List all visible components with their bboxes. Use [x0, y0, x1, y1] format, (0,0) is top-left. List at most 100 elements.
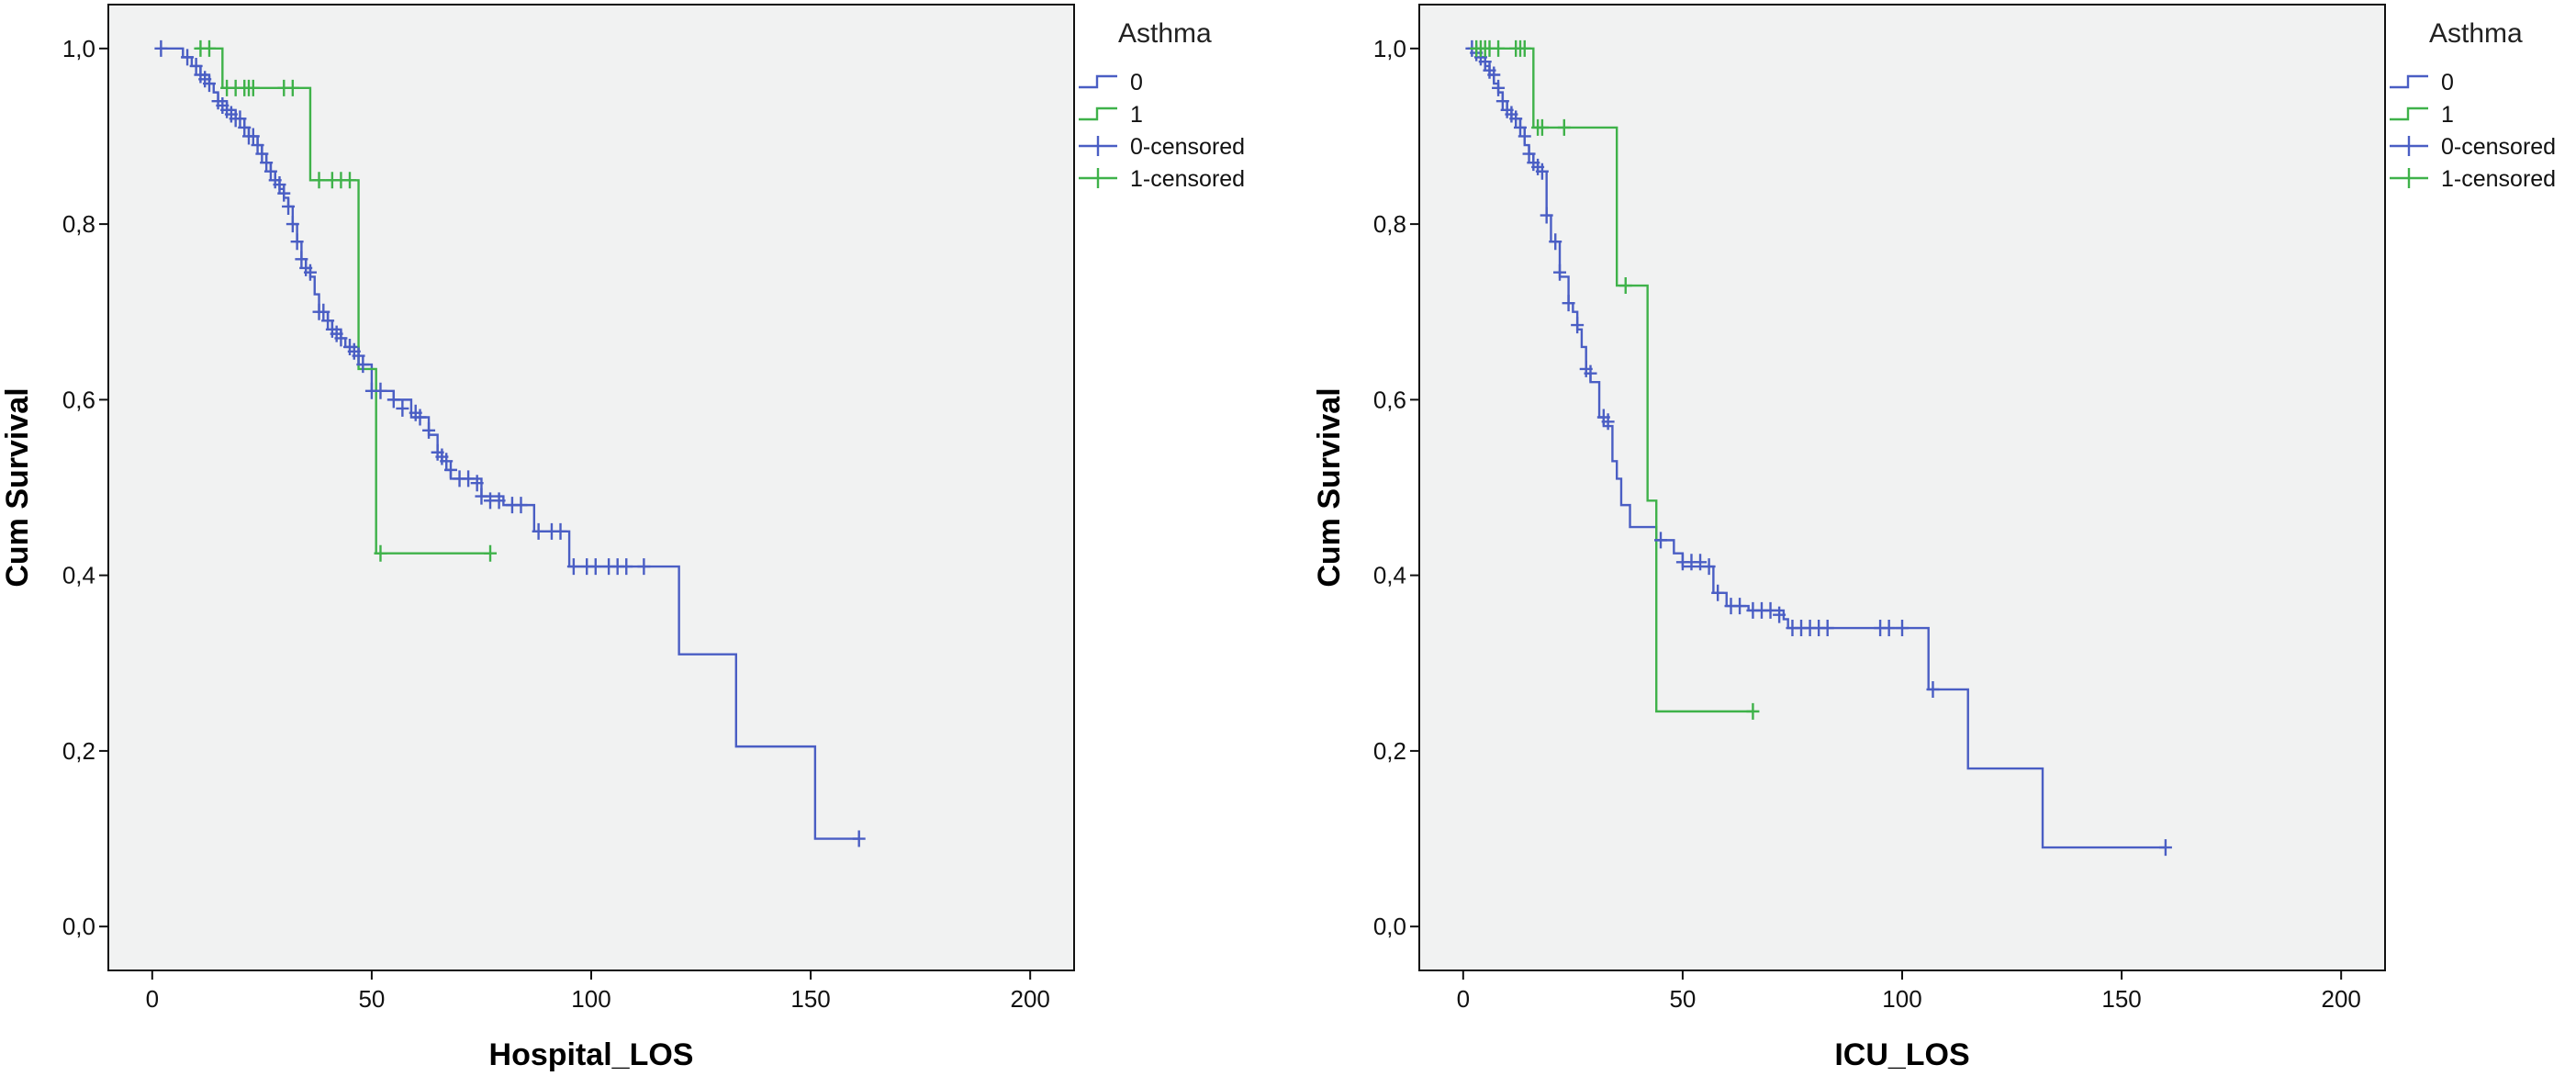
censor-mark-0 [1562, 295, 1575, 312]
censor-mark-0 [1509, 110, 1523, 128]
censor-mark-0 [251, 137, 264, 154]
x-axis-title: Hospital_LOS [489, 1037, 694, 1072]
censor-mark-1 [1535, 118, 1549, 136]
censor-mark-0 [1896, 620, 1909, 637]
censor-mark-0 [475, 488, 488, 505]
y-axis: 0,0 0,2 0,4 0,6 0,8 1,0 [62, 35, 108, 940]
legend-label: 1-censored [2441, 166, 2556, 192]
censor-mark-0 [1540, 207, 1553, 224]
censor-mark-0 [532, 522, 545, 540]
legend-censor-swatch [1079, 168, 1117, 188]
censor-mark-0 [470, 475, 484, 492]
chart-panel-hospital-los: 0,0 0,2 0,4 0,6 0,8 1,0 0 50 100 150 200 Cum Surv… [0, 4, 1245, 1072]
chart-panel-icu-los: 0,0 0,2 0,4 0,6 0,8 1,0 0 50 100 150 200 Cum Surv… [1312, 4, 2556, 1072]
censor-mark-0 [277, 185, 291, 202]
censor-mark-0 [1601, 413, 1615, 431]
censor-mark-1 [312, 172, 326, 189]
censor-mark-0 [620, 558, 633, 576]
x-tick-label: 50 [358, 985, 385, 1013]
legend: Asthma 0 1 0-censored 1-censored [2390, 18, 2556, 192]
censor-mark-0 [1926, 680, 1940, 698]
censor-mark-0 [282, 197, 296, 215]
legend-censor-swatch [1079, 136, 1117, 156]
legend-label: 1 [2441, 102, 2454, 128]
censor-mark-0 [637, 558, 651, 576]
y-tick-label: 0,6 [62, 386, 95, 413]
censor-mark-0 [356, 356, 370, 374]
x-tick-label: 100 [1882, 985, 1921, 1013]
legend-line-swatch [2390, 74, 2428, 89]
y-tick-label: 0,4 [62, 562, 95, 589]
censor-mark-0 [1733, 598, 1747, 615]
censor-mark-0 [334, 330, 348, 347]
censor-mark-0 [514, 497, 528, 514]
x-axis-title: ICU_LOS [1834, 1037, 1969, 1072]
censor-mark-0 [1711, 584, 1725, 601]
censor-mark-0 [273, 176, 286, 194]
censor-mark-0 [566, 558, 580, 576]
censor-mark-0 [303, 263, 317, 281]
censor-mark-0 [386, 391, 400, 409]
censor-mark-0 [233, 110, 247, 128]
x-tick-label: 50 [1669, 985, 1696, 1013]
legend-line-swatch [2390, 106, 2428, 121]
censor-mark-0 [352, 347, 365, 364]
censor-mark-1 [246, 79, 260, 96]
censor-mark-0 [1764, 601, 1777, 619]
legend-title: Asthma [2429, 18, 2523, 49]
legend-label: 0-censored [2441, 134, 2556, 160]
censor-mark-0 [554, 522, 567, 540]
censor-mark-1 [286, 79, 299, 96]
x-tick-label: 150 [790, 985, 830, 1013]
plot-area [107, 4, 1075, 971]
x-tick-label: 0 [1457, 985, 1470, 1013]
censor-mark-0 [189, 57, 203, 74]
censor-mark-0 [1584, 364, 1597, 382]
censor-mark-0 [321, 312, 335, 330]
censor-mark-0 [1773, 606, 1786, 623]
y-axis-title: Cum Survival [1312, 387, 1347, 587]
censor-mark-0 [154, 39, 168, 57]
censor-mark-0 [1513, 118, 1527, 136]
y-axis: 0,0 0,2 0,4 0,6 0,8 1,0 [1373, 35, 1419, 940]
censor-mark-0 [317, 303, 330, 320]
legend-censor-swatch [2390, 136, 2428, 156]
censor-mark-1 [1746, 702, 1760, 720]
censor-mark-0 [1654, 532, 1667, 549]
censor-mark-1 [374, 544, 387, 562]
y-tick-label: 0,8 [62, 210, 95, 238]
censor-mark-1 [1492, 39, 1506, 57]
y-tick-label: 0,2 [1373, 737, 1406, 765]
censor-mark-0 [588, 558, 602, 576]
censor-mark-0 [1487, 66, 1501, 84]
y-tick-label: 0,6 [1373, 386, 1406, 413]
censor-mark-0 [1495, 93, 1509, 110]
censor-mark-0 [2158, 839, 2172, 857]
y-tick-label: 0,8 [1373, 210, 1406, 238]
censor-mark-1 [484, 544, 498, 562]
censor-mark-0 [492, 492, 506, 510]
x-tick-label: 200 [2321, 985, 2360, 1013]
censor-mark-1 [202, 39, 216, 57]
censor-mark-0 [1549, 233, 1562, 251]
legend-line-swatch [1079, 74, 1117, 89]
legend-label: 0-censored [1130, 134, 1245, 160]
censor-mark-1 [343, 172, 356, 189]
x-axis: 0 50 100 150 200 [146, 970, 1050, 1013]
censor-mark-0 [1553, 263, 1567, 281]
x-tick-label: 150 [2101, 985, 2141, 1013]
censor-mark-0 [1518, 128, 1531, 145]
censor-mark-0 [852, 830, 866, 847]
legend-entries: 0 1 0-censored 1-censored [2390, 70, 2556, 192]
y-tick-label: 0,2 [62, 737, 95, 765]
censor-mark-0 [202, 75, 216, 93]
censor-mark-0 [286, 216, 299, 233]
censor-mark-0 [1535, 163, 1549, 180]
y-tick-label: 0,0 [62, 913, 95, 940]
legend-censor-swatch [2390, 168, 2428, 188]
x-axis: 0 50 100 150 200 [1457, 970, 2361, 1013]
y-axis-title: Cum Survival [0, 387, 35, 587]
censor-mark-0 [290, 233, 304, 251]
censor-mark-0 [1492, 79, 1506, 96]
